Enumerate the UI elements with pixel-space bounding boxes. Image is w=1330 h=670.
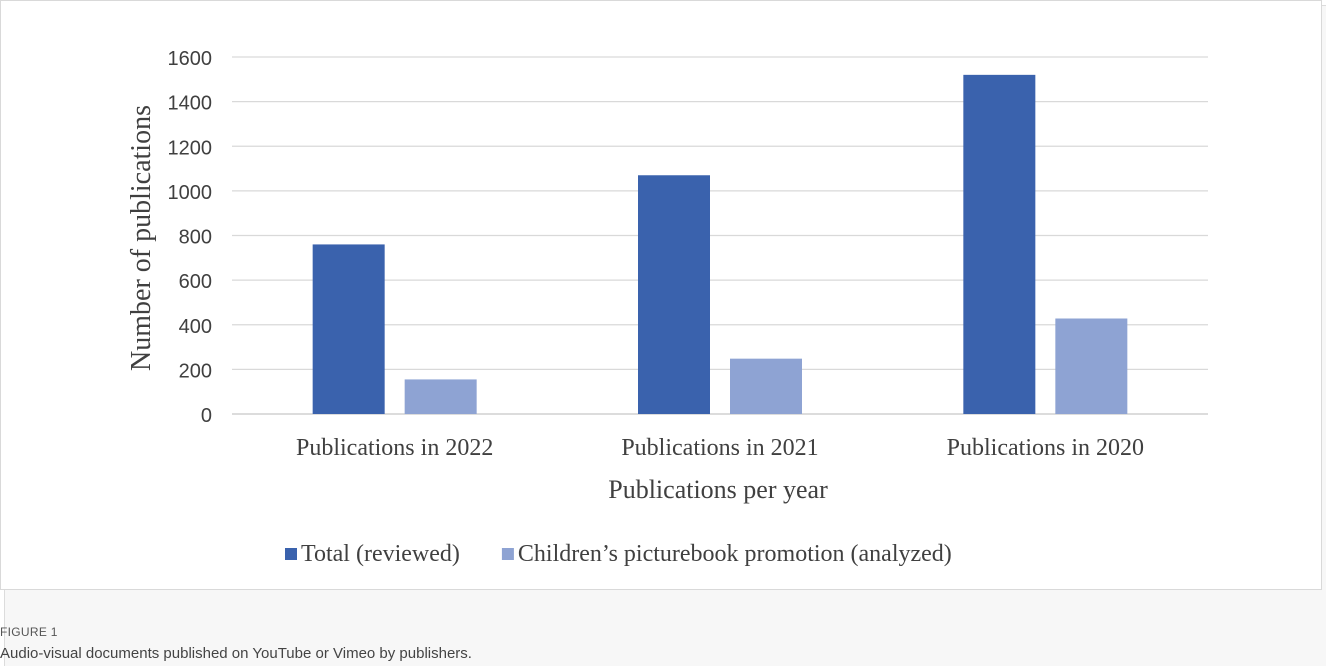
x-axis-label: Publications per year <box>608 475 828 504</box>
x-tick-labels: Publications in 2022 Publications in 2021… <box>296 435 1144 461</box>
y-tick-label: 200 <box>179 360 212 382</box>
bars <box>312 74 1128 414</box>
figure-caption: Audio-visual documents published on YouT… <box>0 645 472 662</box>
bar-analyzed <box>730 358 802 414</box>
bar-total <box>638 175 710 414</box>
y-tick-label: 1000 <box>168 182 213 204</box>
bar-total <box>312 244 385 414</box>
y-tick-label: 600 <box>179 271 212 293</box>
bar-total <box>963 74 1036 414</box>
bar-chart: 0 200 400 600 800 1000 1200 1400 1600 Publicatio… <box>126 48 1208 567</box>
y-tick-label: 1200 <box>168 137 213 159</box>
y-tick-label: 0 <box>201 405 212 427</box>
y-tick-label: 400 <box>179 316 212 338</box>
legend-label: Total (reviewed) <box>301 541 460 567</box>
x-tick-label: Publications in 2020 <box>947 435 1144 461</box>
y-tick-labels: 0 200 400 600 800 1000 1200 1400 1600 <box>168 48 213 427</box>
y-tick-label: 1600 <box>168 48 213 70</box>
legend: Total (reviewed) Children’s picturebook p… <box>285 541 952 567</box>
y-axis-label: Number of publications <box>126 105 157 371</box>
y-tick-label: 1400 <box>168 93 213 115</box>
grid-lines <box>232 56 1208 415</box>
x-tick-label: Publications in 2021 <box>621 435 818 461</box>
bar-analyzed <box>1055 318 1128 414</box>
legend-swatch <box>501 548 514 560</box>
legend-swatch <box>285 548 297 560</box>
y-tick-label: 800 <box>179 227 212 249</box>
legend-label: Children’s picturebook promotion (analyz… <box>518 541 952 567</box>
bar-analyzed <box>404 379 477 414</box>
x-tick-label: Publications in 2022 <box>296 435 493 461</box>
figure-label: FIGURE 1 <box>0 625 58 639</box>
